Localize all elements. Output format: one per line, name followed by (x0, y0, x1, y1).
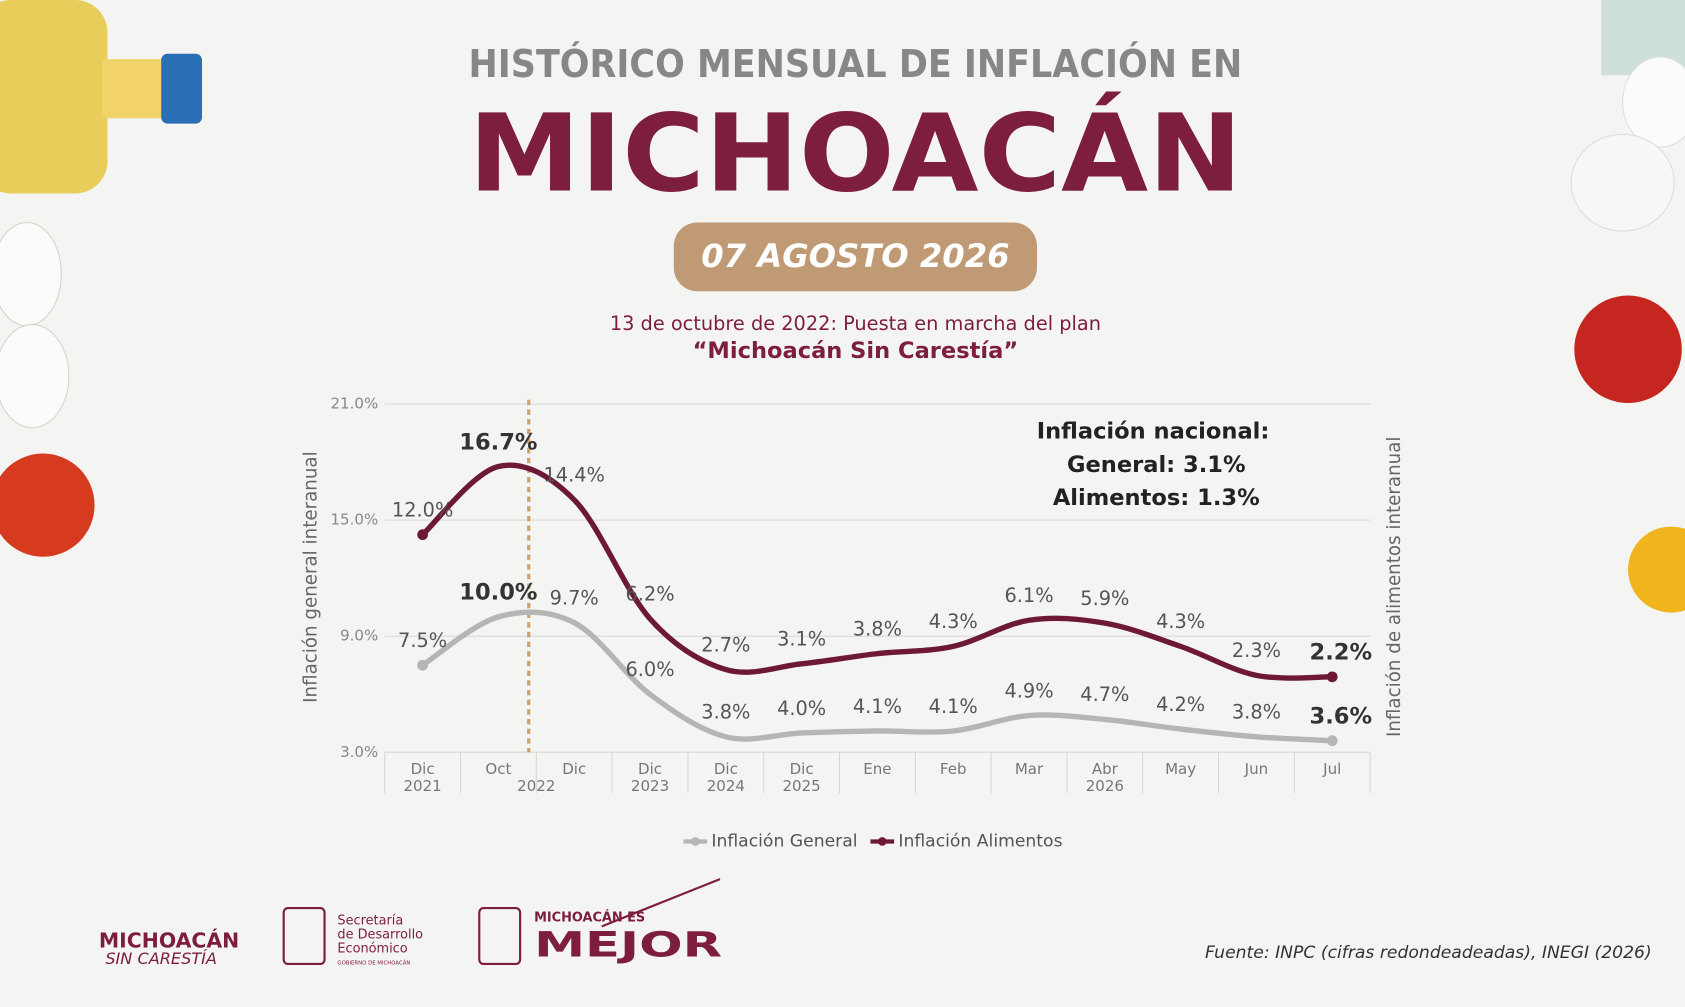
legend-swatch (877, 837, 887, 846)
value-label: 2.3% (1232, 639, 1281, 662)
y-tick-label: 21.0% (330, 395, 378, 413)
logo3-word: MEJOR (534, 925, 722, 965)
endpoint (417, 659, 428, 671)
national-box-title: Inflación nacional: (1037, 419, 1270, 445)
x-group-label: 2022 (517, 777, 555, 795)
logo3-shield (478, 907, 522, 966)
chart-subtitle: 13 de octubre de 2022: Puesta en marcha … (610, 312, 1101, 335)
chart-subtitle-plan: “Michoacán Sin Carestía” (693, 338, 1019, 364)
value-label: 2.7% (701, 633, 750, 656)
x-tick-label: Jul (1322, 760, 1341, 778)
source: Fuente: INPC (cifras redondeadeadas), IN… (1205, 943, 1652, 963)
x-tick-label: Dic (714, 760, 738, 778)
logo1-subtitle: SIN CARESTÍA (105, 949, 217, 968)
x-group-label: 2021 (403, 777, 441, 795)
value-label: 4.3% (1156, 610, 1205, 633)
x-tick-label: Ene (863, 760, 891, 778)
x-tick-label: Dic (562, 760, 586, 778)
series-line (419, 462, 1335, 681)
date-pill (673, 222, 1038, 292)
x-group-label: 2023 (631, 777, 669, 795)
y2-axis-label: Inflación de alimentos interanual (1384, 437, 1405, 738)
logo3-title: MICHOACÁN ES (534, 909, 645, 925)
header-state: MICHOACÁN (469, 92, 1243, 217)
national-box-food: Alimentos: 1.3% (1053, 485, 1260, 511)
x-tick-label: Mar (1015, 760, 1044, 778)
value-label: 4.0% (777, 697, 826, 720)
x-tick-label: Jun (1244, 760, 1269, 778)
series-line (419, 609, 1335, 744)
value-label: 14.4% (544, 464, 605, 487)
value-label: 3.8% (1232, 701, 1281, 724)
value-label: 4.7% (1080, 683, 1129, 706)
value-label: 6.2% (625, 583, 674, 606)
value-label: 4.9% (1004, 679, 1053, 702)
x-tick-label: Dic (790, 760, 814, 778)
logo2-line: Económico (337, 941, 407, 956)
legend-label: Inflación Alimentos (898, 831, 1062, 851)
value-label: 4.3% (929, 610, 978, 633)
value-label: 16.7% (459, 429, 537, 455)
decor-left (0, 0, 203, 557)
decor-right (1570, 0, 1685, 613)
endpoint (1326, 735, 1338, 747)
x-group-label: 2026 (1086, 777, 1124, 795)
logo2-gov: GOBIERNO DE MICHOACÁN (337, 959, 410, 966)
value-label: 3.6% (1310, 704, 1373, 730)
logo2-line: de Desarrollo (337, 927, 423, 942)
y-tick-label: 15.0% (330, 511, 378, 529)
value-label: 5.9% (1080, 587, 1129, 610)
value-label: 4.1% (853, 695, 902, 718)
y-tick-label: 9.0% (340, 627, 378, 645)
logo2-line: Secretaría (337, 913, 403, 928)
legend-swatch (690, 837, 700, 846)
logo1-title: MICHOACÁN (99, 927, 239, 952)
national-box-general: General: 3.1% (1067, 452, 1246, 478)
x-tick-label: Oct (485, 760, 511, 778)
header-title: HISTÓRICO MENSUAL DE INFLACIÓN EN (469, 40, 1243, 87)
x-tick-label: Dic (638, 760, 662, 778)
value-label: 3.1% (777, 628, 826, 651)
x-tick-label: May (1165, 760, 1196, 778)
x-group-label: 2025 (782, 777, 820, 795)
value-label: 2.2% (1310, 640, 1373, 666)
value-label: 9.7% (550, 587, 599, 610)
value-label: 7.5% (398, 629, 447, 652)
endpoint (1326, 671, 1338, 683)
value-label: 6.1% (1004, 584, 1053, 607)
x-tick-label: Feb (940, 760, 967, 778)
endpoint (417, 529, 428, 541)
logo3-cable (601, 878, 721, 928)
value-label: 3.8% (853, 617, 902, 640)
value-label: 4.1% (929, 695, 978, 718)
value-label: 10.0% (459, 580, 537, 606)
value-label: 6.0% (625, 658, 674, 681)
x-tick-label: Dic (411, 760, 435, 778)
header-date: 07 AGOSTO 2026 (701, 237, 1009, 275)
x-tick-label: Abr (1092, 760, 1119, 778)
x-group-label: 2024 (707, 777, 745, 795)
legend-label: Inflación General (711, 831, 857, 851)
value-label: 12.0% (392, 499, 453, 522)
footer: MICHOACÁN SIN CARESTÍA Secretaría de Des… (99, 878, 1652, 968)
logo2-shield (282, 907, 326, 966)
y-axis-label: Inflación general interanual (301, 451, 322, 703)
value-label: 3.8% (701, 701, 750, 724)
value-label: 4.2% (1156, 693, 1205, 716)
y-tick-label: 3.0% (340, 743, 378, 761)
